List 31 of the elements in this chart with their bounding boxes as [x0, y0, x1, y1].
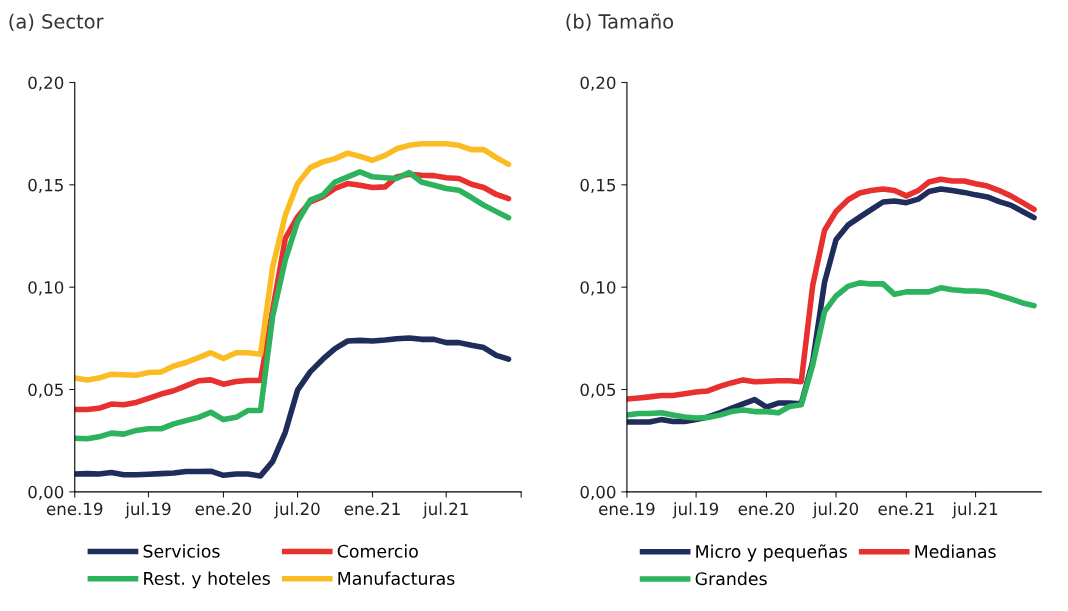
y-tick-label: 0,05 — [28, 383, 63, 398]
x-tick-label: jul.21 — [422, 502, 468, 519]
legend-label: Manufacturas — [338, 571, 455, 585]
y-tick-label: 0,15 — [580, 178, 616, 194]
y-tick-label: 0,20 — [28, 76, 64, 91]
y-tick-label: 0,10 — [28, 281, 64, 296]
y-tick-label: 0,05 — [580, 383, 616, 398]
x-tick-label: ene.19 — [46, 502, 103, 516]
x-tick-label: ene.21 — [878, 502, 934, 516]
x-tick-label: ene.20 — [738, 502, 795, 516]
y-tick-label: 0,00 — [580, 485, 616, 501]
x-tick-label: jul.21 — [952, 502, 998, 519]
legend-label: Medianas — [915, 544, 996, 559]
y-tick-label: 0,20 — [580, 76, 616, 91]
x-tick-label: jul.20 — [812, 502, 859, 519]
legend-label: Servicios — [143, 544, 220, 558]
y-tick-label: 0,00 — [28, 485, 64, 501]
x-tick-label: ene.19 — [599, 502, 655, 516]
legend-label: Comercio — [337, 544, 418, 558]
chart-title: (a) Sector — [9, 13, 104, 32]
legend-label: Grandes — [695, 571, 767, 586]
y-tick-label: 0,10 — [580, 281, 616, 296]
legend-label: Rest. y hoteles — [144, 571, 270, 589]
x-tick-label: ene.21 — [344, 502, 400, 516]
x-tick-label: jul.20 — [274, 502, 320, 519]
legend-label: Micro y pequeñas — [696, 544, 847, 562]
y-tick-label: 0,15 — [28, 178, 63, 194]
x-tick-label: jul.19 — [672, 502, 719, 519]
x-tick-label: jul.19 — [125, 502, 171, 519]
chart-title: (b) Tamaño — [566, 13, 674, 32]
x-tick-label: ene.20 — [195, 502, 252, 516]
